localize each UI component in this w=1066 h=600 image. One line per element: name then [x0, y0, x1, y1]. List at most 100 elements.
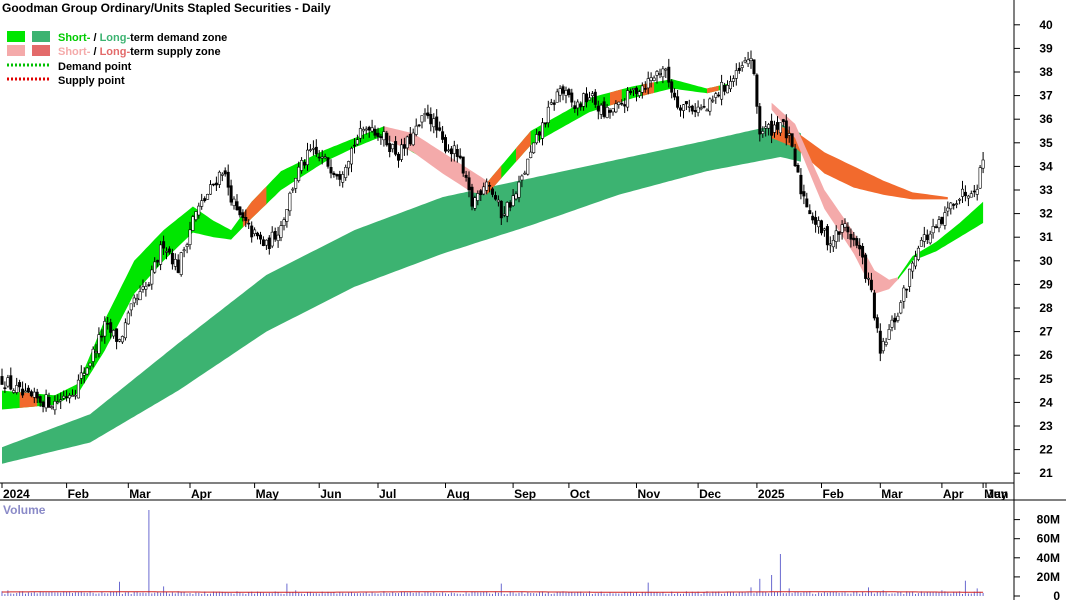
candle [197, 202, 201, 219]
candle [470, 183, 474, 211]
candle [734, 63, 738, 86]
candle [937, 216, 941, 233]
candle [282, 217, 286, 231]
price-tick-label: 36 [1039, 112, 1053, 126]
candle [379, 134, 383, 145]
candle [32, 387, 36, 404]
candle [118, 338, 122, 343]
candle [602, 97, 606, 119]
time-axis: 2024 Feb Mar Apr May Jun Jul Aug Sep Oct Nov Dec 202… [1, 483, 1008, 501]
candle [517, 175, 521, 203]
candle [899, 300, 903, 315]
candle [253, 227, 257, 237]
candle [235, 194, 239, 211]
candle [62, 390, 66, 400]
candle [15, 377, 19, 395]
candle [796, 163, 800, 173]
candle [784, 114, 788, 146]
candle [837, 231, 841, 242]
time-tick-label: 2025 [758, 487, 785, 501]
candle [599, 103, 603, 119]
candle [567, 87, 571, 98]
volume-axis: 80M 60M 40M 20M 0 [1014, 513, 1060, 600]
candle [852, 232, 856, 247]
candle [308, 144, 312, 153]
candle [831, 235, 835, 252]
candle [631, 88, 635, 97]
candle [620, 99, 624, 106]
candle [855, 235, 859, 249]
supply-patch [707, 85, 719, 94]
candle [376, 127, 380, 141]
candle [103, 316, 107, 344]
candle [905, 288, 909, 298]
candle [129, 303, 133, 317]
candle [761, 126, 765, 138]
candle [714, 92, 718, 104]
candle [135, 293, 139, 306]
candle [605, 103, 609, 119]
price-tick-label: 32 [1039, 207, 1053, 221]
candle [226, 164, 230, 196]
price-plot [0, 50, 985, 464]
candle [555, 88, 559, 103]
candle [38, 395, 42, 407]
candle [775, 116, 779, 135]
candle [799, 168, 803, 200]
legend-swatch-demand-long [32, 31, 50, 42]
candle [916, 245, 920, 262]
candle [408, 127, 412, 146]
candle [875, 314, 879, 333]
candle [884, 337, 888, 347]
candle [370, 119, 374, 133]
candle [214, 176, 218, 191]
candle [132, 294, 136, 308]
price-tick-label: 31 [1039, 230, 1053, 244]
candle [258, 231, 262, 245]
candle [297, 161, 301, 183]
candle [649, 72, 653, 88]
candle [634, 86, 638, 102]
candle [53, 395, 57, 415]
candle [676, 90, 680, 110]
candle [396, 152, 400, 168]
candle [681, 104, 685, 119]
candle [426, 104, 430, 119]
candle [711, 95, 715, 103]
candle [476, 190, 480, 206]
candle [872, 289, 876, 321]
candle [173, 253, 177, 271]
legend-demand-zone: Short- / Long-term demand zone [58, 32, 227, 44]
candle [960, 180, 964, 203]
candle [576, 99, 580, 116]
candle [441, 126, 445, 143]
candle [690, 104, 694, 115]
candle [846, 222, 850, 239]
candle [667, 58, 671, 88]
candle [311, 140, 315, 156]
candle [670, 79, 674, 99]
candle [9, 367, 13, 391]
candle [438, 121, 442, 132]
candle [326, 157, 330, 169]
candle [655, 70, 659, 84]
price-axis: 21 22 23 24 25 26 27 28 29 30 31 32 33 34 35 36 37 38 39 40 [1014, 18, 1053, 480]
candle [203, 196, 207, 203]
candle [858, 238, 862, 256]
candle [817, 216, 821, 234]
time-tick-label: Oct [570, 487, 590, 501]
price-tick-label: 28 [1039, 301, 1053, 315]
candle [558, 85, 562, 103]
candle [966, 194, 970, 207]
candle [587, 91, 591, 101]
candle [640, 82, 644, 99]
price-tick-label: 30 [1039, 254, 1053, 268]
candle [584, 87, 588, 108]
candle [881, 337, 885, 354]
candle [708, 97, 712, 116]
candle [840, 220, 844, 240]
candle [490, 187, 494, 198]
candle [302, 159, 306, 169]
supply-patch [610, 89, 622, 106]
candle [153, 257, 157, 274]
